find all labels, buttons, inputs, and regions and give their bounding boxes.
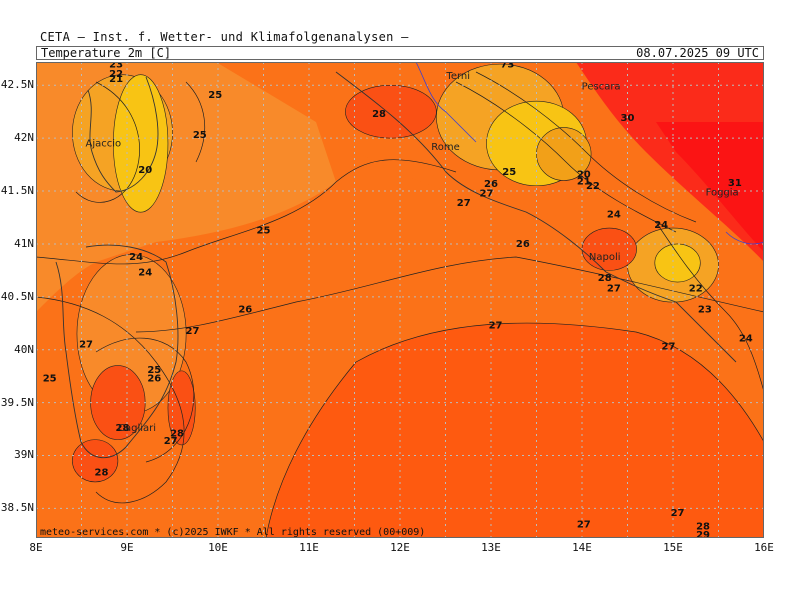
valid-datetime: 08.07.2025 09 UTC xyxy=(636,46,759,60)
temperature-blob xyxy=(345,84,437,139)
map-frame xyxy=(36,62,764,538)
contour-label: 27 xyxy=(577,519,591,530)
temperature-blob xyxy=(72,439,119,483)
contour-label: 26 xyxy=(516,239,530,250)
temperature-blob xyxy=(536,127,592,181)
longitude-tick-label: 14E xyxy=(572,541,592,554)
temperature-map: 2322212525202873303125262727202122242425… xyxy=(36,62,764,538)
latitude-tick-label: 41.5N xyxy=(0,184,34,198)
contour-label: 21 xyxy=(109,74,123,85)
adriatic-30-zone xyxy=(576,62,764,262)
contour-label: 28 xyxy=(115,423,129,434)
credit-line: meteo-services.com * (c)2025 IWKF * All … xyxy=(40,527,426,538)
contour-label: 27 xyxy=(489,321,503,332)
longitude-tick-label: 8E xyxy=(29,541,43,554)
city-label: Rome xyxy=(431,142,460,153)
contour-label: 25 xyxy=(502,167,516,178)
latitude-tick-label: 42.5N xyxy=(0,78,34,92)
city-label: Pescara xyxy=(582,82,621,93)
contour-label: 27 xyxy=(79,340,93,351)
contour-label: 20 xyxy=(577,169,591,180)
coastlines xyxy=(55,71,737,459)
contour-label: 28 xyxy=(598,273,612,284)
longitude-tick-label: 10E xyxy=(208,541,228,554)
contour-label: 27 xyxy=(186,326,200,337)
longitude-tick-label: 16E xyxy=(754,541,774,554)
contour-label: 27 xyxy=(164,436,178,447)
latitude-tick-label: 42N xyxy=(14,131,34,145)
city-label: Cagliari xyxy=(118,423,156,434)
contour-label: 27 xyxy=(607,284,621,295)
regional-border xyxy=(415,62,764,245)
contour-labels: 2322212525202873303125262727202122242425… xyxy=(43,62,753,538)
longitude-tick-label: 15E xyxy=(663,541,683,554)
longitude-tick-label: 9E xyxy=(120,541,134,554)
contour-label: 23 xyxy=(698,305,712,316)
latitude-tick-label: 38.5N xyxy=(0,501,34,515)
contour-label: 30 xyxy=(621,113,635,124)
adriatic-31-zone xyxy=(656,122,764,252)
city-label: Foggia xyxy=(706,187,739,198)
contour-label: 25 xyxy=(193,130,207,141)
contour-label: 25 xyxy=(208,90,222,101)
contour-label: 31 xyxy=(728,178,742,189)
contour-label: 24 xyxy=(739,333,753,344)
city-labels: Ajaccio Cagliari Rome Terni Pescara Foggia Nap… xyxy=(86,71,739,434)
temperature-blob xyxy=(654,243,701,283)
contour-label: 24 xyxy=(129,252,143,263)
contour-label: 28 xyxy=(372,109,386,120)
contour-label: 29 xyxy=(696,530,710,538)
contour-label: 27 xyxy=(457,198,471,209)
contour-label: 25 xyxy=(43,373,57,384)
contour-label: 28 xyxy=(696,522,710,533)
latitude-tick-label: 40.5N xyxy=(0,289,34,303)
contour-label: 28 xyxy=(95,468,109,479)
contour-label: 22 xyxy=(689,284,703,295)
contour-label: 22 xyxy=(109,69,123,80)
latitude-tick-label: 40N xyxy=(14,342,34,356)
temperature-blobs xyxy=(72,63,719,483)
longitude-tick-label: 13E xyxy=(481,541,501,554)
contour-label: 24 xyxy=(138,268,152,279)
contour-label: 27 xyxy=(671,508,685,519)
contour-label: 24 xyxy=(607,209,621,220)
contour-label: 24 xyxy=(654,220,668,231)
longitude-tick-label: 12E xyxy=(390,541,410,554)
contour-label: 21 xyxy=(577,177,591,188)
city-label: Terni xyxy=(445,71,470,82)
contour-label: 23 xyxy=(109,62,123,70)
contour-label: 26 xyxy=(238,305,252,316)
contour-label: 22 xyxy=(586,181,600,192)
sea-27-zone xyxy=(266,323,764,538)
contour-label: 25 xyxy=(147,365,161,376)
contour-label: 27 xyxy=(661,342,675,353)
isotherm-lines xyxy=(36,71,764,538)
contour-label: 27 xyxy=(479,188,493,199)
lat-lon-grid xyxy=(36,62,764,538)
city-label: Napoli xyxy=(589,252,621,263)
latitude-tick-label: 39N xyxy=(14,448,34,462)
temperature-blob xyxy=(113,74,169,213)
contour-label: 26 xyxy=(147,373,161,384)
latitude-tick-label: 39.5N xyxy=(0,395,34,409)
contour-label: 20 xyxy=(138,165,152,176)
city-label: Ajaccio xyxy=(86,139,122,150)
parameter-title: Temperature 2m [C] xyxy=(41,46,172,60)
latitude-tick-label: 41N xyxy=(14,236,34,250)
contour-label: 73 xyxy=(500,62,514,70)
header-org: CETA — Inst. f. Wetter- und Klimafolgena… xyxy=(40,30,409,44)
temperature-blob xyxy=(167,370,196,446)
contour-label: 26 xyxy=(484,179,498,190)
temperature-blob xyxy=(581,227,637,271)
contour-label: 25 xyxy=(257,225,271,236)
title-bar: Temperature 2m [C] 08.07.2025 09 UTC xyxy=(36,46,764,60)
longitude-tick-label: 11E xyxy=(299,541,319,554)
contour-label: 28 xyxy=(170,428,184,439)
